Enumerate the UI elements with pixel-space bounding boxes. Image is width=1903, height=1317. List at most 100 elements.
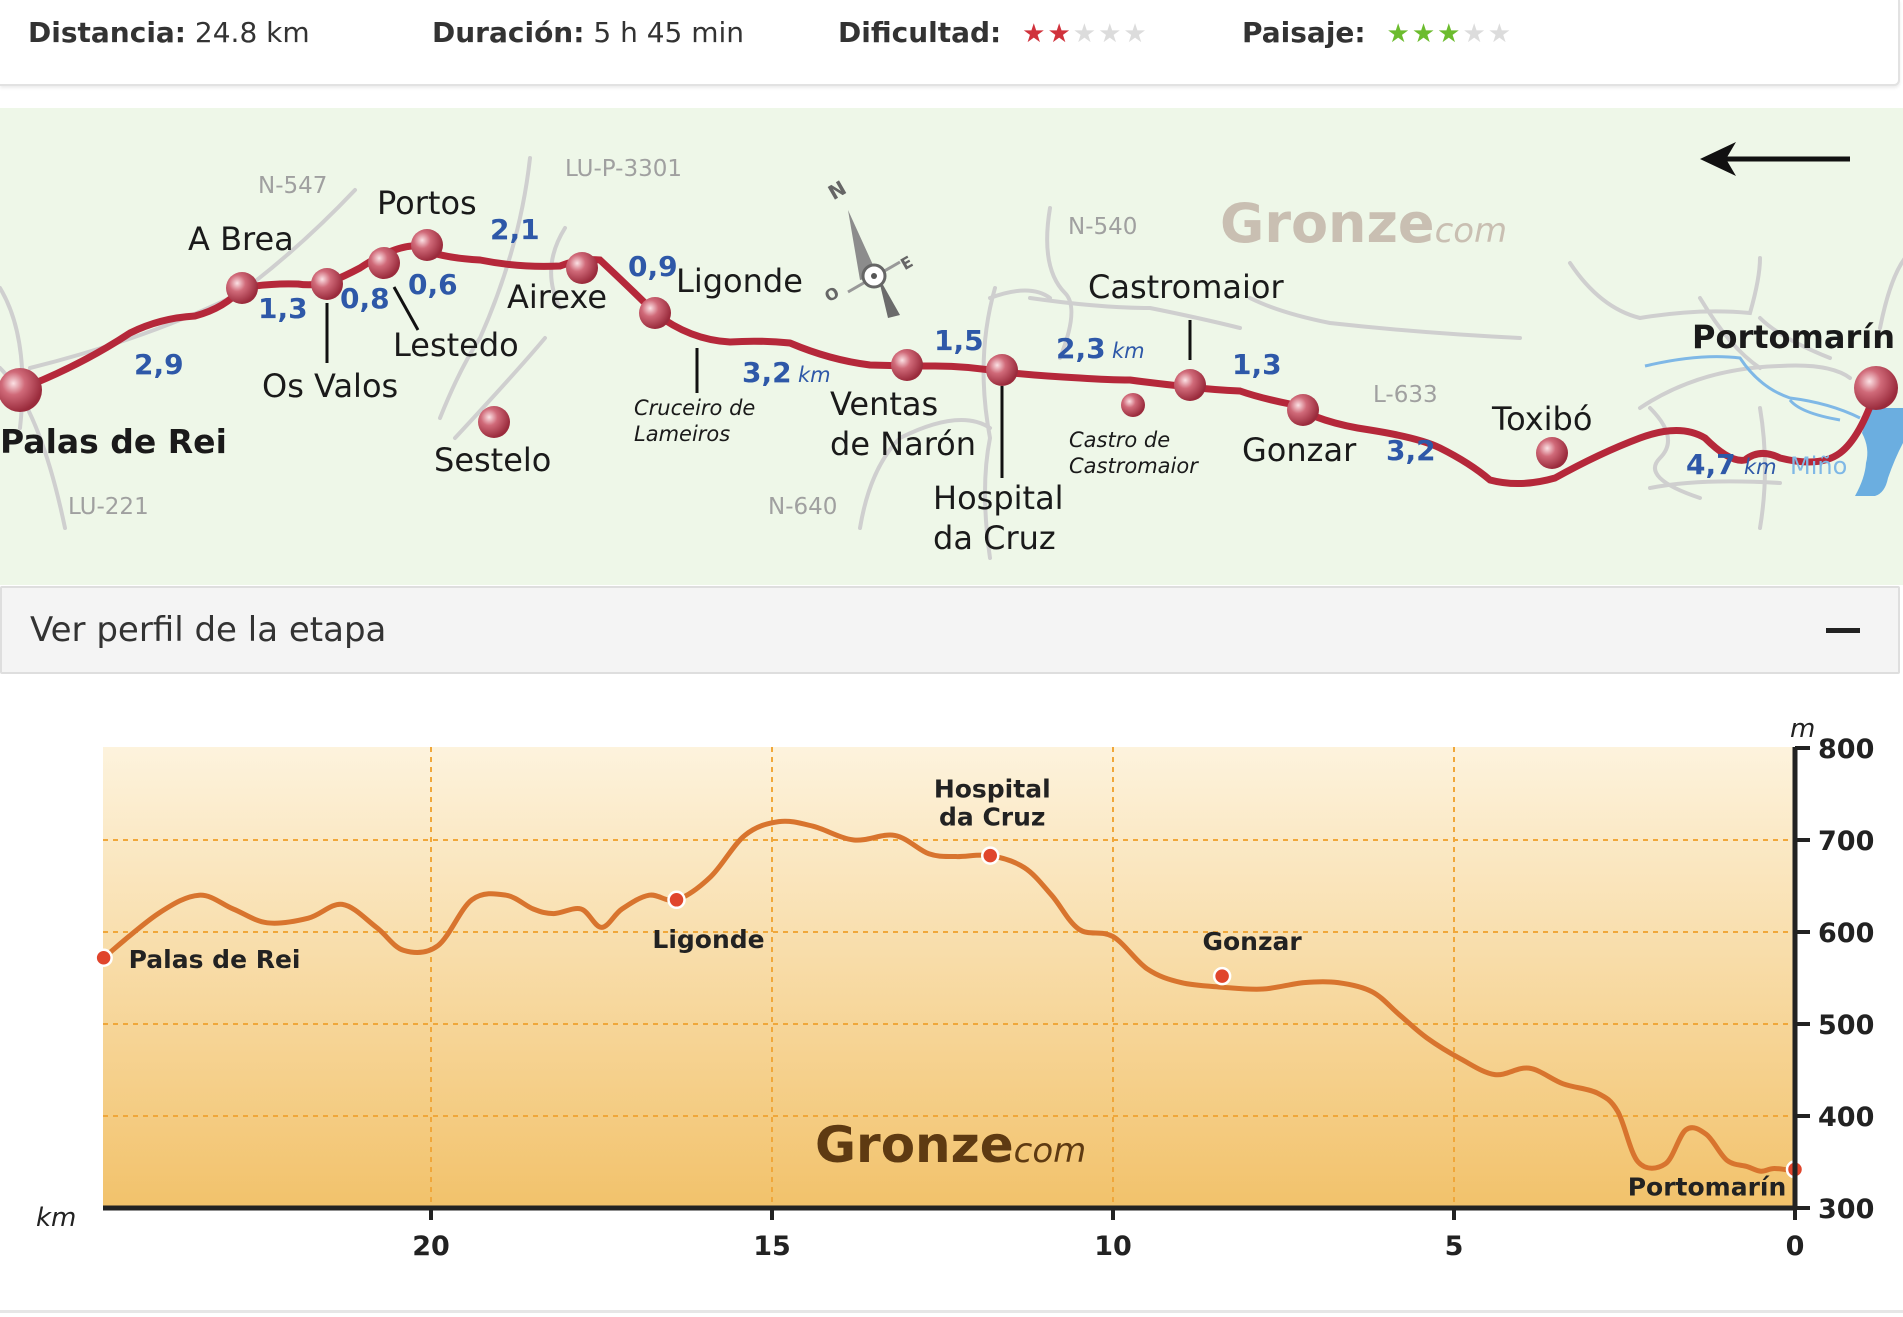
leader-line (392, 286, 420, 331)
segment-distance: 1,5 (934, 324, 984, 357)
landscape-label: Paisaje: (1242, 16, 1366, 49)
star-filled-icon: ★ (1437, 19, 1463, 49)
segment-distance: 4,7 (1686, 448, 1736, 481)
x-tick-label: 20 (412, 1231, 450, 1262)
road-line (1758, 406, 1767, 530)
distance-stat: Distancia: 24.8 km (28, 16, 310, 49)
distance-unit: km (1112, 339, 1145, 363)
town-label-lestedo: Lestedo (393, 326, 519, 364)
town-marker (1121, 393, 1145, 417)
town-marker (1287, 394, 1319, 426)
town-label-palas-de-rei: Palas de Rei (0, 422, 227, 461)
waypoint-label: Hospital da Cruz (934, 775, 1051, 832)
town-label-portomarin: Portomarín (1692, 318, 1895, 356)
town-label-ventas-line2: de Narón (830, 425, 976, 463)
star-empty-icon: ★ (1462, 19, 1488, 49)
elevation-profile-chart: Gronzecom Palas de Rei Ligonde Hospital da … (0, 675, 1903, 1313)
town-label-castro-line1: Castro de (1069, 428, 1170, 452)
town-marker (411, 229, 443, 261)
road-line (1878, 257, 1903, 330)
road-line (1028, 296, 1242, 330)
town-marker (368, 247, 400, 279)
compass-east: E (897, 252, 916, 274)
town-label-sestelo: Sestelo (434, 441, 551, 479)
route-map-canvas: Gronzecom N E O (0, 142, 1903, 560)
river-line (1644, 355, 1861, 420)
compass-rose-icon: N E O (821, 176, 916, 318)
star-filled-icon: ★ (1022, 19, 1048, 49)
difficulty-stat: Dificultad: ★★★★★ (838, 16, 1149, 49)
distance-unit: km (1744, 455, 1777, 479)
landscape-star-rating: ★★★★★ (1387, 19, 1514, 49)
town-marker (478, 406, 510, 438)
distance-value: 24.8 km (194, 16, 310, 49)
stage-stats-bar: Distancia: 24.8 km Duración: 5 h 45 min … (0, 0, 1900, 86)
elevation-line (102, 818, 1796, 1174)
town-labels: Palas de Rei A Brea Os Valos Lestedo Por… (0, 184, 1895, 557)
minus-icon[interactable] (1826, 628, 1860, 633)
road-line (438, 156, 532, 420)
road-line (1568, 256, 1762, 321)
river-body (1855, 408, 1903, 496)
road-line (28, 188, 357, 370)
town-marker (891, 349, 923, 381)
x-tick-label: 15 (753, 1231, 791, 1262)
town-label-hospital-line2: da Cruz (933, 519, 1056, 557)
segment-distance: 1,3 (1232, 348, 1282, 381)
road-label-n540: N-540 (1068, 214, 1137, 240)
town-marker (1854, 366, 1898, 410)
town-markers (0, 229, 1898, 469)
town-marker (226, 272, 258, 304)
landscape-stat: Paisaje: ★★★★★ (1242, 16, 1513, 49)
town-marker (1174, 369, 1206, 401)
town-label-castro-line2: Castromaior (1069, 454, 1199, 478)
river-line (1788, 398, 1841, 422)
town-label-airexe: Airexe (507, 278, 607, 316)
segment-distance: 2,3 (1056, 332, 1106, 365)
road-line (1248, 296, 1522, 340)
x-tick-label: 5 (1445, 1231, 1464, 1262)
distance-labels: 2,9 1,3 0,8 0,6 2,1 0,9 3,2 km 1,5 2,3 k… (134, 213, 1777, 481)
road-line (1045, 206, 1074, 360)
difficulty-label: Dificultad: (838, 16, 1002, 49)
road-line (981, 286, 1052, 560)
bottom-divider (0, 1310, 1903, 1313)
town-marker (311, 268, 343, 300)
label-leaders (325, 286, 1192, 478)
star-filled-icon: ★ (1411, 19, 1438, 49)
town-label-hospital-line1: Hospital (933, 479, 1064, 517)
road-label-n547: N-547 (258, 173, 327, 199)
profile-toggle-bar[interactable]: Ver perfil de la etapa (0, 586, 1900, 674)
waypoint-label: Portomarín (1628, 1172, 1787, 1201)
road-line (1648, 406, 1782, 500)
river-mino (1644, 355, 1903, 496)
town-label-toxibo: Toxibó (1491, 400, 1592, 438)
road-label-n640: N-640 (768, 494, 837, 520)
profile-brand-logo: Gronzecom (815, 1116, 1086, 1174)
road-line (453, 336, 547, 440)
waypoint-label: Palas de Rei (129, 945, 301, 974)
town-marker (639, 297, 671, 329)
duration-value: 5 h 45 min (593, 16, 745, 49)
road-line (1698, 296, 1832, 370)
waypoint-marker (980, 846, 1000, 865)
segment-distance: 2,1 (490, 213, 540, 246)
town-label-cruceiro-line2: Lameiros (634, 422, 730, 446)
chart-plot-background (103, 747, 1795, 1207)
road-line (858, 418, 992, 530)
star-empty-icon: ★ (1487, 19, 1514, 49)
star-empty-icon: ★ (1098, 19, 1124, 49)
town-label-portos: Portos (377, 184, 477, 222)
waypoint-marker (94, 948, 113, 968)
town-label-gonzar: Gonzar (1242, 431, 1357, 469)
road-label-l633: L-633 (1373, 382, 1438, 408)
town-marker (0, 368, 42, 412)
town-label-ligonde: Ligonde (676, 262, 803, 300)
x-axis-ticks: 20 15 10 5 0 (412, 1208, 1804, 1262)
river-label-mino: Miño (1790, 452, 1847, 480)
compass-north: N (824, 176, 851, 205)
town-label-os-valos: Os Valos (262, 367, 398, 405)
y-tick-label: 800 (1818, 734, 1874, 765)
distance-unit: km (798, 363, 831, 387)
route-map: Gronzecom N E O (0, 108, 1903, 585)
